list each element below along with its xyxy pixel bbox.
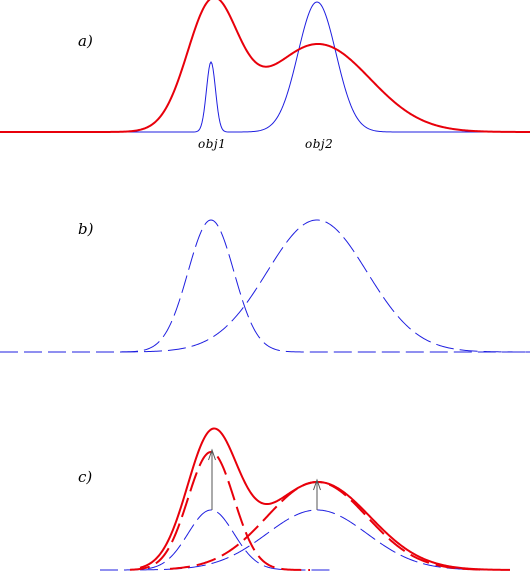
arrow-2 bbox=[313, 478, 321, 510]
panel-b: b) bbox=[0, 219, 530, 353]
obj2-label: obj2 bbox=[305, 137, 333, 151]
panel-b-blue-dashed-curve-2 bbox=[0, 219, 530, 353]
panel-b-blue-dashed-curve-1 bbox=[0, 219, 530, 353]
panel-c-label: c) bbox=[78, 468, 92, 486]
panel-c-blue-dashed-curve-1 bbox=[100, 509, 330, 571]
panel-c-red-dashed-curve-2 bbox=[169, 480, 481, 571]
panel-b-label: b) bbox=[78, 220, 94, 238]
panel-a: a) obj1 obj2 bbox=[0, 0, 530, 151]
panel-c-blue-dashed-curve-2 bbox=[139, 509, 501, 571]
obj1-label: obj1 bbox=[198, 137, 226, 151]
arrow-1 bbox=[208, 448, 216, 510]
panel-c-red-dashed-curve-1 bbox=[129, 450, 310, 571]
panel-c: c) bbox=[78, 427, 510, 571]
panel-c-red-sum-curve bbox=[139, 427, 510, 571]
panel-a-red-broad-curve bbox=[0, 0, 530, 133]
panel-a-label: a) bbox=[78, 32, 93, 50]
